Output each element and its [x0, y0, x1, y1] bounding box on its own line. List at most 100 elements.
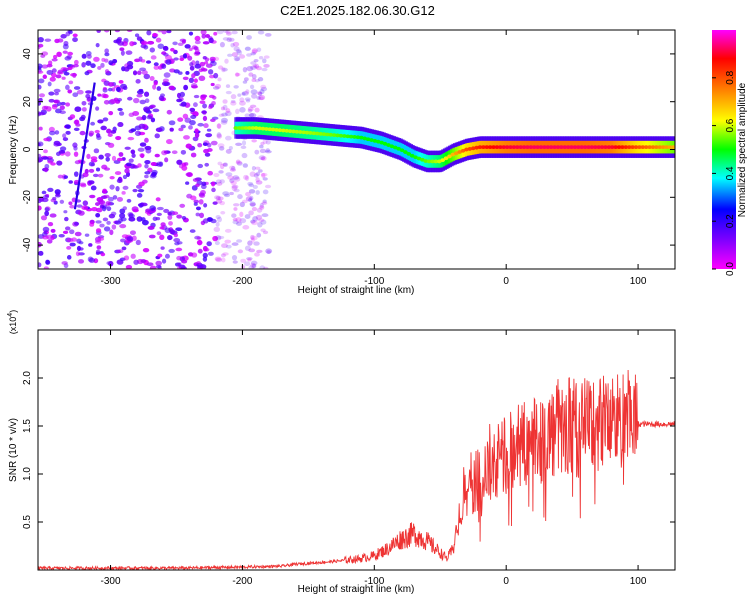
noise-speck	[200, 67, 205, 71]
noise-speck	[258, 169, 263, 173]
noise-speck	[171, 211, 179, 216]
noise-speck	[220, 120, 228, 125]
noise-speck	[172, 41, 178, 46]
noise-speck	[38, 37, 44, 43]
noise-speck	[81, 205, 89, 211]
noise-speck	[202, 142, 208, 147]
noise-speck	[79, 182, 87, 187]
noise-speck	[258, 94, 266, 101]
noise-speck	[236, 221, 242, 226]
noise-speck	[260, 228, 266, 232]
noise-speck	[95, 212, 101, 218]
noise-speck	[222, 252, 229, 256]
signal-core	[650, 145, 656, 150]
noise-speck	[239, 54, 246, 59]
noise-speck	[216, 30, 224, 35]
noise-speck	[167, 235, 173, 241]
noise-speck	[117, 249, 124, 254]
noise-speck	[246, 35, 252, 40]
noise-speck	[94, 129, 100, 134]
noise-speck	[81, 100, 87, 106]
noise-speck	[168, 221, 173, 226]
noise-speck	[80, 114, 86, 120]
noise-speck	[217, 196, 224, 201]
noise-speck	[150, 117, 156, 123]
noise-speck	[57, 69, 63, 74]
noise-speck	[256, 96, 261, 100]
noise-speck	[159, 234, 165, 241]
noise-speck	[171, 150, 178, 155]
noise-speck	[136, 216, 143, 222]
noise-speck	[177, 262, 182, 267]
noise-speck	[66, 237, 74, 243]
noise-speck	[132, 188, 138, 193]
noise-speck	[41, 190, 47, 195]
noise-speck	[266, 250, 271, 254]
noise-speck	[126, 30, 133, 33]
noise-speck	[144, 171, 151, 175]
noise-speck	[187, 55, 193, 61]
noise-speck	[265, 139, 271, 145]
noise-speck	[109, 184, 115, 190]
noise-speck	[44, 38, 52, 42]
noise-speck	[118, 79, 124, 84]
noise-speck	[233, 203, 240, 207]
noise-speck	[137, 188, 145, 193]
noise-speck	[195, 206, 201, 211]
noise-speck	[86, 54, 92, 59]
signal-core	[609, 145, 615, 150]
noise-speck	[194, 35, 201, 42]
noise-speck	[59, 110, 66, 115]
signal-core	[352, 135, 357, 139]
noise-speck	[259, 144, 264, 149]
y-tick-label-top: -40	[22, 237, 33, 252]
noise-speck	[97, 119, 104, 124]
noise-speck	[185, 181, 190, 185]
noise-speck	[84, 71, 90, 76]
signal-core	[640, 145, 646, 150]
noise-speck	[253, 173, 259, 178]
signal-core	[430, 159, 435, 164]
noise-speck	[251, 165, 256, 171]
noise-speck	[76, 89, 84, 95]
signal-core	[518, 145, 523, 150]
signal-core	[484, 145, 490, 150]
noise-speck	[144, 145, 152, 151]
signal-core	[623, 145, 629, 150]
noise-speck	[215, 199, 223, 204]
diagonal-streak	[73, 82, 96, 210]
noise-speck	[59, 199, 65, 204]
noise-speck	[219, 201, 225, 206]
noise-speck	[44, 210, 50, 217]
noise-speck	[131, 153, 136, 158]
noise-speck	[154, 153, 160, 158]
noise-speck	[112, 59, 118, 64]
noise-speck	[225, 148, 232, 154]
noise-speck	[197, 142, 203, 148]
noise-speck	[207, 217, 214, 222]
noise-speck	[38, 43, 44, 48]
noise-speck	[223, 193, 231, 198]
snr-series-line	[38, 369, 675, 570]
noise-speck	[206, 142, 212, 148]
noise-speck	[251, 78, 257, 82]
noise-speck	[250, 260, 258, 266]
noise-speck	[175, 227, 183, 232]
noise-speck	[93, 148, 100, 154]
noise-speck	[196, 261, 201, 265]
noise-speck	[149, 47, 156, 53]
noise-speck	[244, 214, 251, 220]
noise-speck	[248, 265, 254, 269]
noise-speck	[107, 87, 113, 92]
noise-speck	[188, 125, 193, 130]
noise-speck	[42, 156, 49, 160]
noise-speck	[104, 52, 110, 57]
noise-speck	[104, 153, 111, 158]
noise-speck	[38, 78, 45, 84]
signal-core	[559, 145, 564, 150]
noise-speck	[204, 247, 210, 252]
noise-speck	[260, 86, 268, 92]
noise-speck	[240, 145, 247, 149]
noise-speck	[95, 207, 103, 213]
